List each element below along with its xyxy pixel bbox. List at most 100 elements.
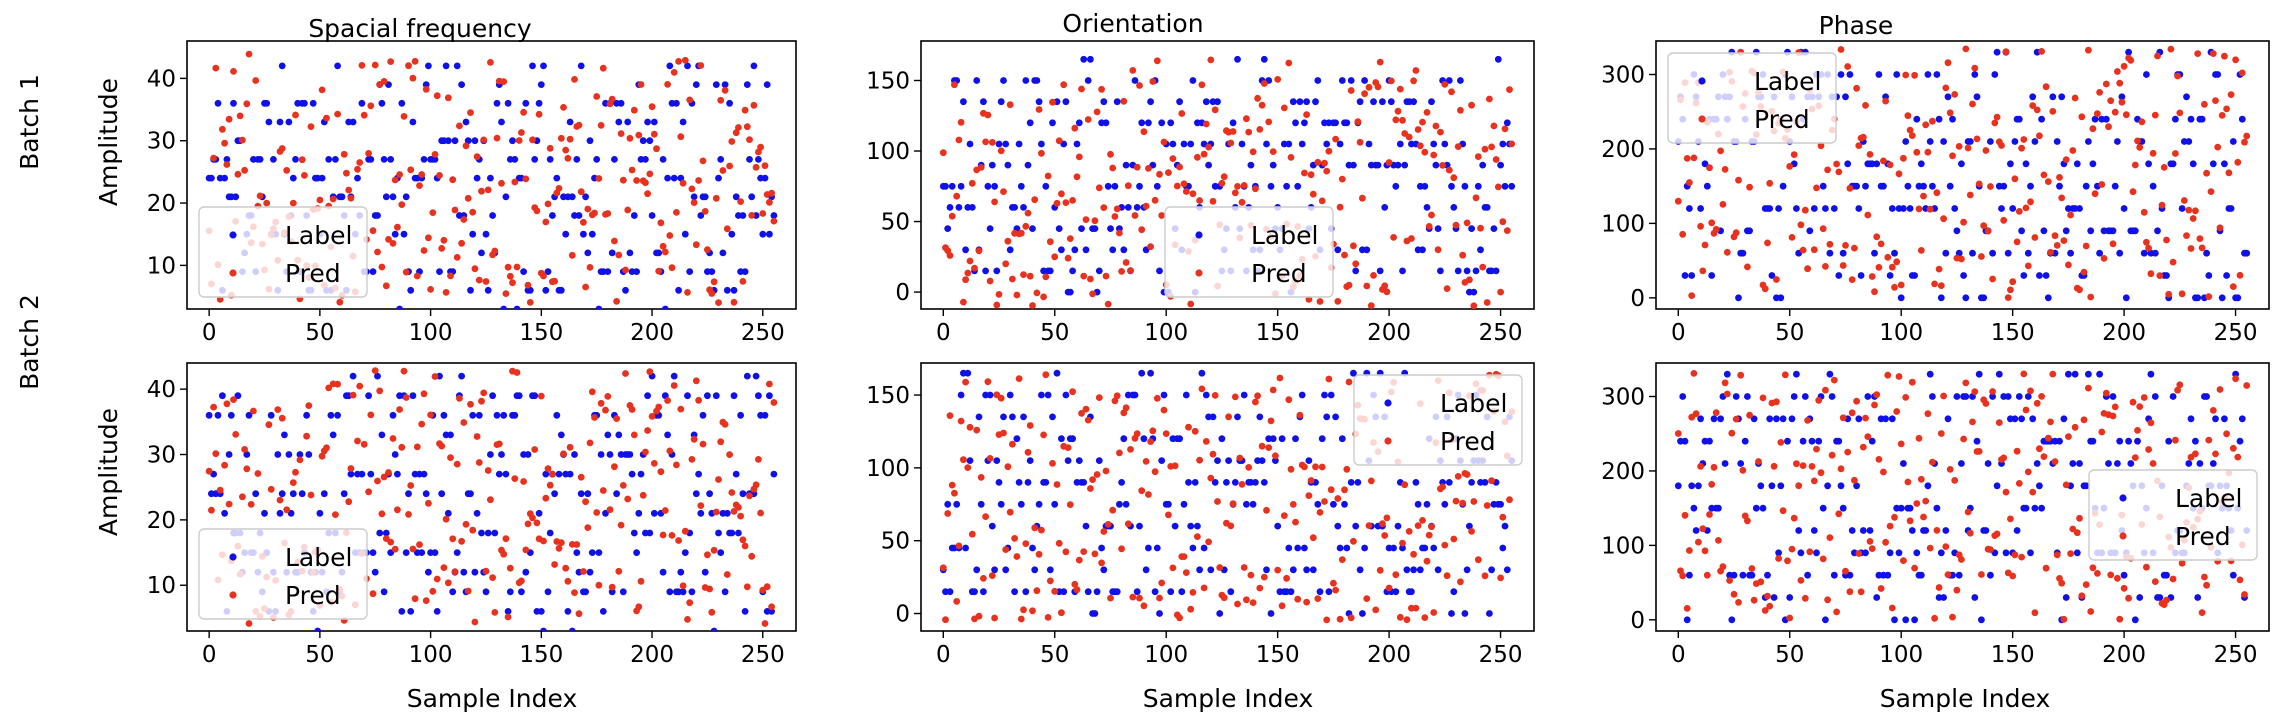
pred-point — [1374, 83, 1382, 91]
pred-point — [1124, 182, 1132, 190]
pred-point — [1013, 291, 1021, 299]
pred-point — [2114, 68, 2121, 75]
label-point — [2109, 393, 2117, 400]
label-point — [1739, 571, 1747, 579]
label-point — [493, 411, 501, 419]
label-point — [582, 588, 589, 596]
pred-point — [1091, 550, 1099, 558]
label-point — [1392, 588, 1400, 596]
label-point — [2209, 160, 2217, 168]
pred-point — [2089, 564, 2097, 572]
pred-point — [241, 446, 249, 453]
label-point — [2189, 160, 2197, 168]
label-point — [1136, 182, 1143, 190]
label-point — [1875, 71, 1883, 78]
pred-point — [1761, 607, 1769, 614]
pred-point — [1744, 263, 1751, 271]
label-point — [2147, 370, 2155, 378]
pred-point — [1472, 194, 1480, 202]
pred-point — [1786, 614, 1794, 622]
label-point — [966, 457, 974, 464]
label-point — [332, 156, 339, 163]
label-point — [1211, 479, 1219, 486]
label-point — [1844, 160, 1852, 168]
pred-point — [416, 182, 423, 190]
pred-point — [1888, 263, 1896, 271]
label-point — [1327, 391, 1335, 399]
pred-point — [451, 206, 459, 214]
label-point — [557, 431, 565, 439]
pred-point — [462, 142, 470, 150]
label-point — [2042, 272, 2050, 279]
pred-point — [1486, 95, 1493, 103]
pred-point — [1735, 176, 1742, 184]
pred-point — [433, 575, 441, 583]
label-point — [252, 490, 260, 498]
label-point — [1361, 77, 1368, 84]
legend-box — [198, 206, 368, 298]
label-point — [2002, 549, 2010, 557]
label-point — [2089, 437, 2097, 445]
pred-point — [482, 567, 490, 575]
pred-point — [1071, 124, 1079, 132]
label-point — [1171, 522, 1179, 530]
pred-point — [1815, 396, 1823, 404]
label-point — [303, 411, 310, 419]
pred-point — [1145, 491, 1152, 498]
pred-point — [646, 368, 654, 376]
label-point — [1686, 205, 1693, 212]
label-point — [646, 529, 654, 537]
pred-point — [1113, 205, 1121, 213]
label-point — [2218, 294, 2226, 302]
label-point — [2056, 182, 2063, 190]
pred-point — [544, 465, 552, 473]
legend-marker-pred — [1698, 115, 1706, 123]
label-point — [1323, 413, 1331, 421]
label-point — [537, 81, 545, 88]
label-point — [1078, 225, 1085, 233]
label-point — [531, 392, 539, 400]
pred-point — [1494, 183, 1502, 191]
pred-point — [624, 495, 632, 503]
label-point — [1835, 272, 1843, 279]
pred-point — [1425, 223, 1433, 230]
pred-point — [396, 171, 403, 178]
label-point — [2018, 415, 2025, 423]
label-point — [540, 62, 547, 70]
pred-point — [1681, 511, 1689, 519]
pred-point — [681, 527, 689, 535]
label-point — [2062, 227, 2070, 235]
pred-point — [1149, 427, 1157, 435]
pred-point — [1249, 148, 1257, 156]
label-point — [491, 529, 499, 537]
pred-point — [1819, 555, 1827, 563]
pred-point — [447, 454, 454, 461]
label-point — [986, 391, 994, 399]
pred-point — [1913, 500, 1921, 507]
label-point — [2212, 415, 2219, 423]
label-point — [1911, 616, 1918, 624]
pred-point — [770, 217, 778, 225]
pred-point — [283, 506, 291, 514]
pred-point — [464, 587, 472, 595]
label-point — [2236, 437, 2244, 445]
label-point — [1463, 267, 1471, 275]
label-point — [506, 588, 514, 596]
pred-point — [1864, 433, 1872, 440]
label-point — [946, 588, 954, 596]
label-point — [438, 490, 446, 498]
pred-point — [356, 382, 364, 390]
pred-point — [684, 289, 691, 296]
pred-point — [1011, 535, 1018, 542]
pred-point — [1822, 386, 1829, 394]
y-tick-label: 40 — [147, 377, 176, 403]
pred-point — [2131, 161, 2139, 169]
legend-marker-label — [229, 231, 237, 239]
pred-point — [1951, 477, 1959, 484]
pred-point — [697, 502, 705, 509]
legend-marker-label — [1195, 231, 1203, 239]
pred-point — [2013, 447, 2021, 455]
pred-point — [644, 427, 651, 434]
pred-point — [2154, 52, 2161, 60]
